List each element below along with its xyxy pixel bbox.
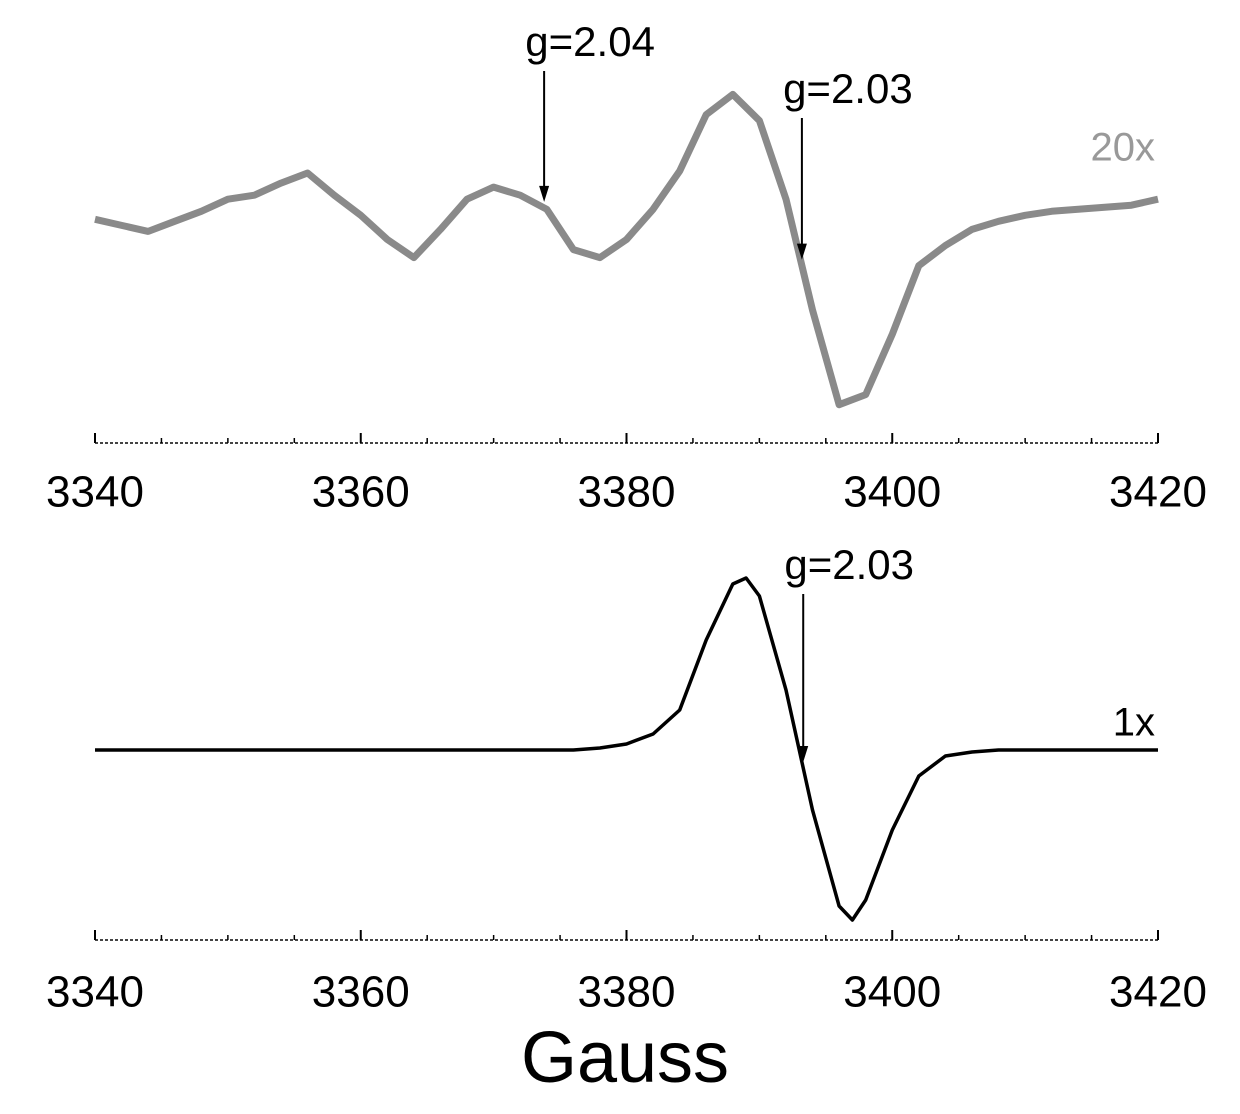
x-tick-label: 3420	[1109, 468, 1207, 517]
arrow-head	[539, 185, 550, 202]
scale-label: 20x	[1091, 126, 1156, 170]
spectrum-line	[94, 90, 1159, 409]
x-tick-label: 3400	[843, 968, 941, 1017]
x-axis-label: Gauss	[521, 1018, 729, 1098]
x-tick-label: 3420	[1109, 968, 1207, 1017]
annotation: g=2.04	[525, 18, 655, 65]
x-tick-label: 3340	[46, 468, 144, 517]
x-tick-label: 3340	[46, 968, 144, 1017]
x-tick-label: 3360	[312, 968, 410, 1017]
annotation: g=2.03	[784, 541, 914, 588]
x-tick-label: 3360	[312, 468, 410, 517]
x-tick-label: 3400	[843, 468, 941, 517]
spectrum-line	[95, 576, 1158, 922]
arrow-head	[796, 243, 807, 260]
x-tick-label: 3380	[578, 968, 676, 1017]
annotation: g=2.03	[783, 65, 913, 112]
x-tick-label: 3380	[578, 468, 676, 517]
arrow-head	[798, 746, 809, 762]
scale-label: 1x	[1113, 701, 1155, 745]
